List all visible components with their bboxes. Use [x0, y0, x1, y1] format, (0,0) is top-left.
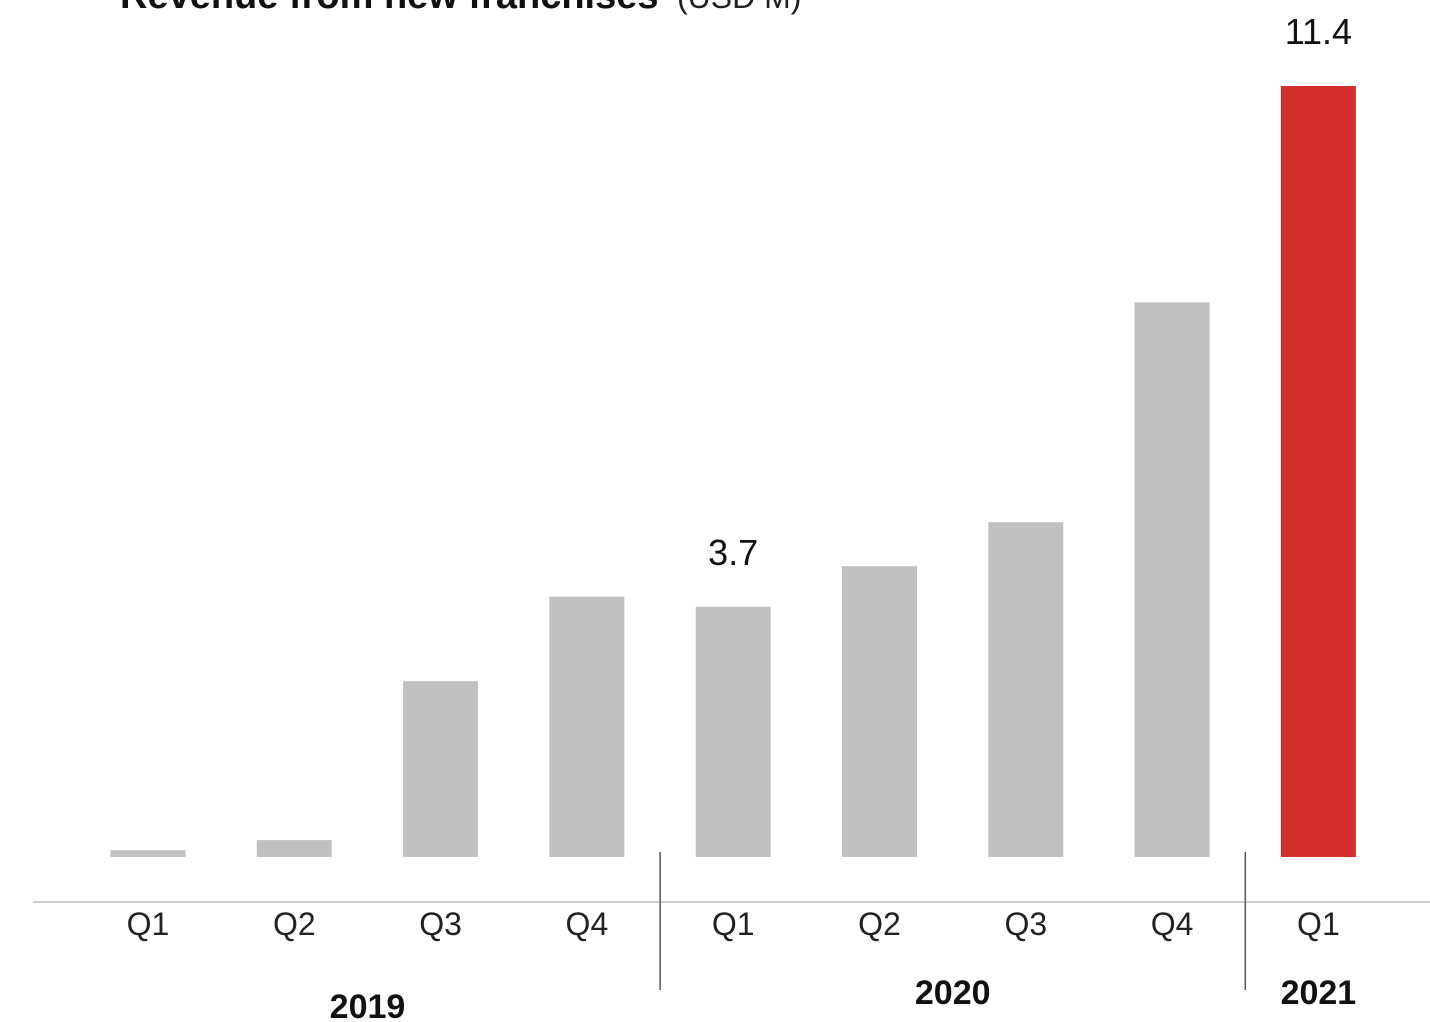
- x-tick-label-7: Q3: [1004, 906, 1047, 942]
- year-label-2019: 2019: [330, 988, 406, 1022]
- bar-5: [695, 606, 771, 857]
- bar-6: [842, 566, 917, 857]
- x-tick-label-2: Q2: [273, 906, 316, 942]
- year-label-2021: 2021: [1281, 974, 1357, 1012]
- x-tick-label-8: Q4: [1151, 906, 1194, 942]
- x-tick-label-9: Q1: [1297, 906, 1340, 942]
- year-separators: [659, 852, 1247, 990]
- year-label-2020: 2020: [915, 974, 991, 1012]
- x-tick-label-4: Q4: [566, 906, 609, 942]
- x-tick-label-5: Q1: [712, 906, 755, 942]
- chart-title-main: Revenue from new franchises: [120, 0, 659, 17]
- bar-4: [549, 596, 625, 857]
- year-labels: 2019 2020 2021: [330, 974, 1357, 1022]
- chart-title-unit: (USD M): [677, 0, 801, 15]
- labels-group: 3.7 11.4: [708, 11, 1352, 573]
- data-label-bar-9: 11.4: [1285, 11, 1352, 52]
- x-tick-label-3: Q3: [419, 906, 462, 942]
- data-label-bar-5: 3.7: [708, 532, 758, 573]
- x-tick-label-6: Q2: [858, 906, 901, 942]
- bars-group: [110, 86, 1356, 857]
- bar-2: [256, 840, 332, 857]
- x-tick-label-1: Q1: [127, 906, 170, 942]
- x-tick-labels: Q1 Q2 Q3 Q4 Q1 Q2 Q3 Q4 Q1: [127, 906, 1340, 942]
- bar-7: [988, 522, 1064, 857]
- bar-3: [403, 681, 479, 857]
- bar-9: [1280, 86, 1356, 857]
- chart-title: Revenue from new franchises (USD M): [120, 0, 801, 17]
- bar-1: [110, 850, 186, 857]
- bar-8: [1134, 302, 1210, 857]
